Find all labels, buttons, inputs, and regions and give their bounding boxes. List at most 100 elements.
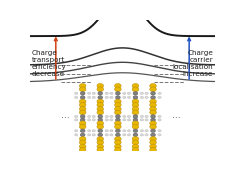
- Circle shape: [133, 129, 138, 132]
- Circle shape: [158, 96, 161, 99]
- Circle shape: [132, 137, 139, 141]
- Circle shape: [80, 156, 85, 159]
- Circle shape: [105, 119, 109, 121]
- Circle shape: [151, 118, 155, 122]
- Circle shape: [151, 115, 155, 118]
- Circle shape: [79, 103, 86, 107]
- Circle shape: [105, 156, 109, 158]
- Circle shape: [151, 156, 155, 159]
- Circle shape: [140, 96, 144, 99]
- Circle shape: [97, 110, 103, 115]
- Circle shape: [97, 148, 103, 152]
- Circle shape: [140, 130, 144, 132]
- Circle shape: [150, 110, 156, 115]
- Circle shape: [92, 153, 95, 155]
- Circle shape: [115, 115, 120, 118]
- Circle shape: [114, 103, 121, 107]
- Circle shape: [115, 96, 120, 99]
- Circle shape: [115, 156, 120, 159]
- Circle shape: [140, 92, 144, 95]
- Circle shape: [140, 153, 144, 155]
- Circle shape: [140, 115, 144, 118]
- Text: ...: ...: [172, 112, 180, 121]
- Circle shape: [98, 129, 103, 132]
- Circle shape: [132, 110, 139, 115]
- Circle shape: [80, 129, 85, 132]
- Circle shape: [75, 153, 78, 155]
- Circle shape: [97, 124, 103, 129]
- Circle shape: [133, 115, 138, 118]
- Circle shape: [98, 156, 103, 159]
- Circle shape: [92, 156, 95, 158]
- Circle shape: [80, 92, 85, 95]
- Circle shape: [110, 134, 113, 136]
- Circle shape: [114, 99, 121, 104]
- Circle shape: [114, 140, 121, 145]
- Circle shape: [79, 110, 86, 115]
- Circle shape: [75, 115, 78, 118]
- Circle shape: [87, 119, 91, 121]
- Circle shape: [97, 140, 103, 145]
- Circle shape: [123, 92, 126, 95]
- Circle shape: [79, 121, 86, 126]
- Circle shape: [79, 124, 86, 129]
- Circle shape: [92, 134, 95, 136]
- Circle shape: [80, 118, 85, 122]
- Circle shape: [110, 92, 113, 95]
- Circle shape: [79, 144, 86, 149]
- Circle shape: [75, 134, 78, 136]
- Circle shape: [115, 118, 120, 122]
- Circle shape: [115, 92, 120, 95]
- Circle shape: [87, 156, 91, 158]
- Circle shape: [114, 107, 121, 111]
- Circle shape: [97, 137, 103, 141]
- Circle shape: [158, 115, 161, 118]
- Circle shape: [87, 115, 91, 118]
- Circle shape: [98, 118, 103, 122]
- Circle shape: [132, 144, 139, 149]
- Text: Charge
carrier
localisation
increase: Charge carrier localisation increase: [173, 50, 213, 77]
- Circle shape: [98, 115, 103, 118]
- Circle shape: [79, 107, 86, 111]
- Circle shape: [132, 99, 139, 104]
- Circle shape: [151, 133, 155, 137]
- Circle shape: [115, 133, 120, 137]
- Circle shape: [132, 124, 139, 129]
- Circle shape: [80, 115, 85, 118]
- Circle shape: [105, 115, 109, 118]
- Circle shape: [98, 92, 103, 95]
- Circle shape: [92, 130, 95, 132]
- Circle shape: [150, 121, 156, 126]
- Circle shape: [127, 119, 131, 121]
- Circle shape: [158, 153, 161, 155]
- Circle shape: [145, 134, 148, 136]
- Circle shape: [92, 96, 95, 99]
- Circle shape: [110, 153, 113, 155]
- Circle shape: [114, 144, 121, 149]
- Circle shape: [127, 115, 131, 118]
- Circle shape: [98, 133, 103, 137]
- Text: Charge
transport
efficiency
decrease: Charge transport efficiency decrease: [32, 50, 66, 77]
- Circle shape: [115, 129, 120, 132]
- Circle shape: [79, 148, 86, 152]
- Circle shape: [75, 156, 78, 158]
- Circle shape: [145, 119, 148, 121]
- Circle shape: [105, 92, 109, 95]
- Circle shape: [105, 130, 109, 132]
- Circle shape: [110, 119, 113, 121]
- Circle shape: [80, 133, 85, 137]
- Circle shape: [123, 96, 126, 99]
- Circle shape: [150, 83, 156, 88]
- Circle shape: [114, 124, 121, 129]
- Circle shape: [123, 119, 126, 121]
- Circle shape: [87, 130, 91, 132]
- Circle shape: [145, 156, 148, 158]
- Circle shape: [92, 119, 95, 121]
- Circle shape: [114, 121, 121, 126]
- Circle shape: [87, 92, 91, 95]
- Circle shape: [97, 83, 103, 88]
- Circle shape: [97, 99, 103, 104]
- Circle shape: [75, 119, 78, 121]
- Circle shape: [127, 156, 131, 158]
- Circle shape: [98, 152, 103, 156]
